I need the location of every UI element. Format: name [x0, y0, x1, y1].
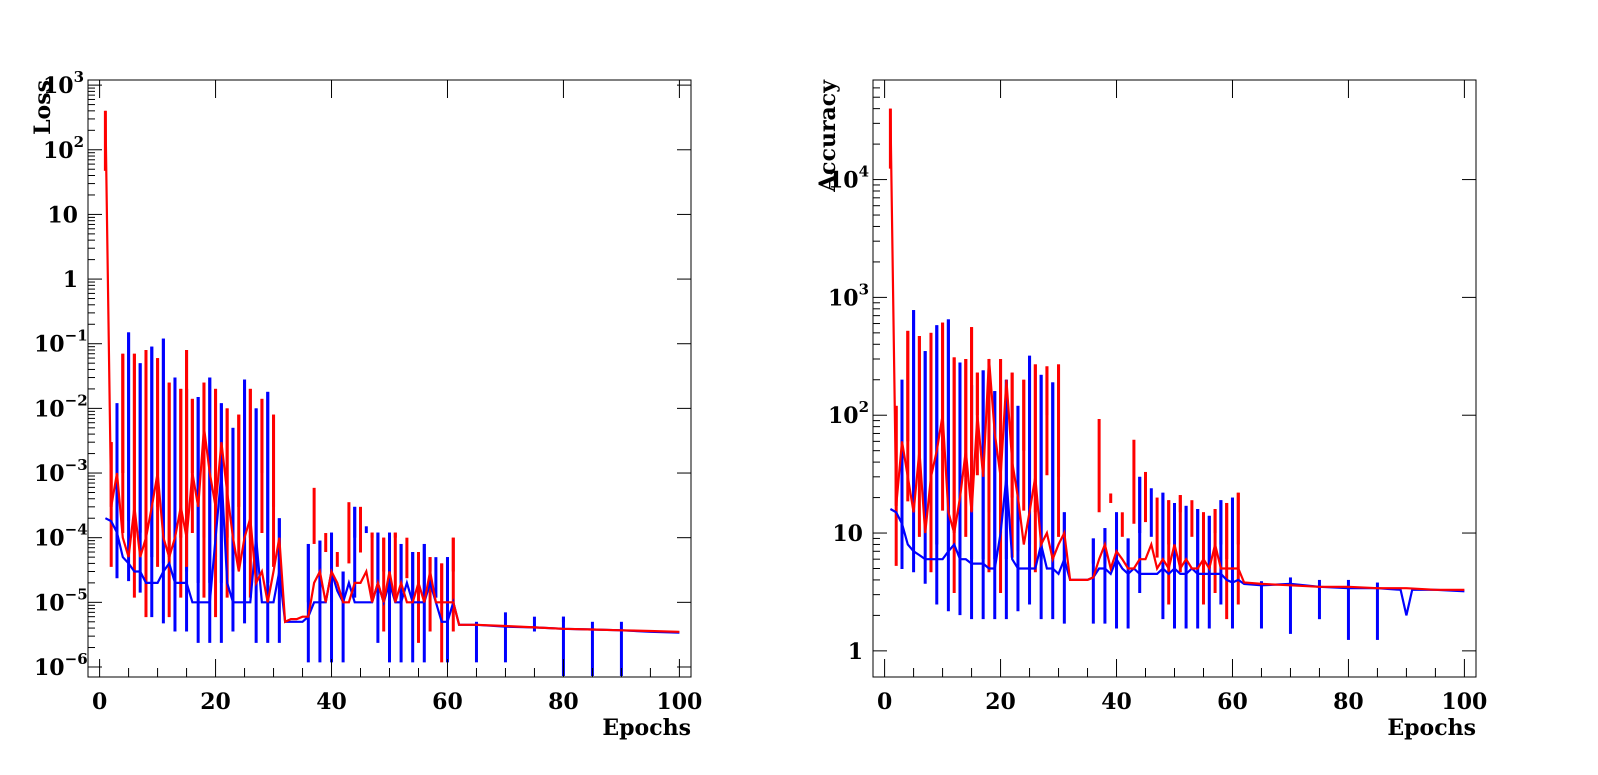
y-tick-base: 10: [34, 332, 65, 358]
accuracy-x-axis-label: Epochs: [1387, 715, 1476, 741]
y-tick-base: 10: [47, 202, 78, 228]
y-tick-base: 10: [832, 521, 863, 547]
y-tick-base: 10: [43, 138, 74, 164]
y-tick-exponent: 3: [859, 280, 869, 298]
y-tick-exponent: −1: [65, 327, 88, 345]
red-series-line: [104, 110, 680, 633]
y-tick-base: 10: [34, 590, 65, 616]
y-tick-label: 1: [848, 639, 863, 665]
y-tick-base: 10: [34, 461, 65, 487]
blue-series-line: [104, 472, 680, 634]
y-tick-label: 10: [832, 521, 863, 547]
y-tick-label: 104: [828, 163, 869, 194]
y-tick-exponent: −3: [65, 456, 88, 474]
y-tick-base: 10: [828, 168, 859, 194]
y-tick-label: 10−3: [34, 456, 88, 487]
loss-y-axis-label: Loss: [30, 80, 56, 135]
y-tick-base: 10: [34, 655, 65, 681]
y-tick-label: 10−4: [34, 521, 88, 552]
x-tick-label: 20: [985, 689, 1016, 715]
y-tick-base: 1: [63, 267, 78, 293]
y-tick-label: 1: [63, 267, 78, 293]
x-tick-label: 20: [200, 689, 231, 715]
y-tick-exponent: 2: [859, 398, 869, 416]
y-tick-label: 10−6: [34, 650, 88, 681]
x-tick-label: 80: [1333, 689, 1364, 715]
accuracy-series-group: [888, 108, 1465, 640]
x-tick-label: 40: [316, 689, 347, 715]
y-tick-base: 10: [828, 403, 859, 429]
x-tick-label: 100: [1441, 689, 1487, 715]
y-tick-exponent: 4: [859, 163, 869, 181]
x-tick-label: 0: [92, 689, 107, 715]
accuracy-y-axis-label: Accuracy: [815, 79, 841, 193]
loss-axes-group: 0 20 40 60 80 10010−610−510−410−310−210−11101…: [34, 68, 702, 715]
y-tick-base: 10: [43, 73, 74, 99]
blue-series-line: [889, 476, 1465, 616]
y-tick-exponent: −6: [65, 650, 88, 668]
loss-series-group: [103, 110, 680, 676]
x-tick-label: 40: [1101, 689, 1132, 715]
x-tick-label: 80: [548, 689, 579, 715]
x-tick-label: 0: [877, 689, 892, 715]
loss-x-axis-label: Epochs: [602, 715, 691, 741]
y-tick-label: 103: [43, 68, 84, 99]
red-series-line: [889, 108, 1465, 591]
y-tick-exponent: 3: [74, 68, 84, 86]
y-tick-base: 10: [34, 396, 65, 422]
y-tick-exponent: −2: [65, 391, 88, 409]
y-tick-exponent: −5: [65, 585, 88, 603]
y-tick-label: 10−1: [34, 327, 88, 358]
y-tick-base: 10: [34, 526, 65, 552]
y-tick-label: 102: [828, 398, 869, 429]
y-tick-exponent: 2: [74, 133, 84, 151]
y-tick-label: 10: [47, 202, 78, 228]
y-tick-label: 103: [828, 280, 869, 311]
x-tick-label: 60: [1217, 689, 1248, 715]
y-tick-base: 1: [848, 639, 863, 665]
y-tick-label: 102: [43, 133, 84, 164]
y-tick-exponent: −4: [65, 521, 88, 539]
x-tick-label: 60: [432, 689, 463, 715]
y-tick-label: 10−5: [34, 585, 88, 616]
x-tick-label: 100: [656, 689, 702, 715]
loss-panel: 0 20 40 60 80 10010−610−510−410−310−210−11101…: [30, 68, 702, 741]
y-tick-base: 10: [828, 285, 859, 311]
y-tick-label: 10−2: [34, 391, 88, 422]
